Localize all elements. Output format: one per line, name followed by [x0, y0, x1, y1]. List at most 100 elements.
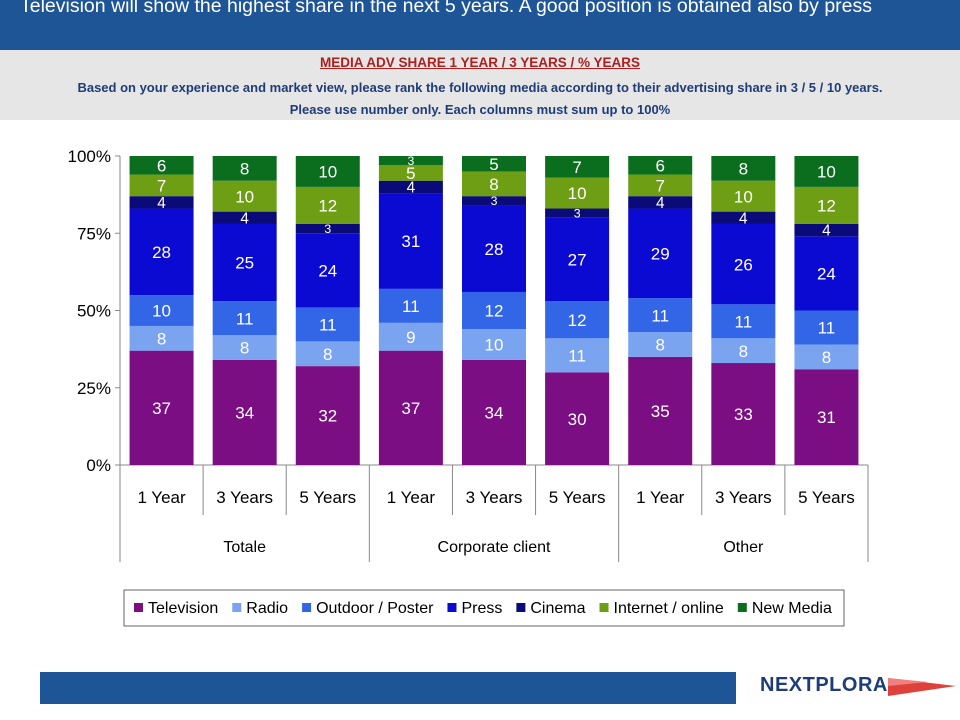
- data-label: 37: [152, 399, 171, 418]
- data-label: 12: [568, 311, 587, 330]
- bar-segment: [711, 304, 776, 339]
- x-tick-label: 3 Years: [466, 488, 523, 507]
- data-label: 11: [568, 346, 586, 365]
- bar-segment: [295, 223, 360, 234]
- bar-segment: [378, 156, 443, 166]
- bar-segment: [794, 344, 859, 370]
- data-label: 8: [739, 159, 748, 178]
- bar-segment: [212, 359, 277, 465]
- bar-segment: [545, 301, 610, 339]
- bar-segment: [295, 366, 360, 465]
- bar-segment: [212, 301, 277, 336]
- x-tick-label: 5 Years: [299, 488, 356, 507]
- bar-segment: [545, 156, 610, 178]
- bar-segment: [212, 335, 277, 360]
- bar-segment: [628, 298, 693, 333]
- y-tick-label: 0%: [86, 456, 111, 475]
- data-label: 6: [655, 156, 664, 175]
- data-label: 34: [235, 404, 254, 423]
- data-label: 11: [319, 316, 337, 335]
- nextplora-logo: NEXTPLORA: [760, 672, 960, 704]
- data-label: 37: [401, 399, 420, 418]
- bar-segment: [462, 359, 526, 465]
- bar-segment: [628, 356, 693, 465]
- data-label: 4: [822, 223, 831, 240]
- bar-segment: [129, 156, 194, 175]
- x-tick-label: 1 Year: [137, 488, 186, 507]
- bar-segment: [462, 291, 526, 330]
- x-tick-label: 5 Years: [798, 488, 855, 507]
- data-label: 11: [651, 306, 669, 325]
- bar-segment: [711, 211, 776, 224]
- data-label: 33: [734, 405, 753, 424]
- bar-segment: [794, 369, 859, 465]
- data-label: 8: [157, 329, 166, 348]
- data-label: 27: [568, 251, 587, 270]
- data-label: 4: [656, 195, 665, 212]
- y-tick-label: 50%: [77, 302, 111, 321]
- data-label: 24: [817, 265, 836, 284]
- bar-segment: [545, 208, 610, 218]
- data-label: 4: [407, 179, 416, 196]
- bar-segment: [462, 156, 526, 172]
- data-label: 11: [735, 312, 753, 331]
- data-label: 32: [318, 407, 337, 426]
- bar-segment: [711, 156, 776, 181]
- data-label: 10: [817, 163, 836, 182]
- bar-segment: [295, 341, 360, 367]
- data-label: 8: [323, 345, 332, 364]
- bar-segment: [462, 205, 526, 292]
- logo-text: NEXTPLORA: [760, 674, 888, 696]
- data-label: 5: [406, 164, 415, 183]
- legend-swatch: [737, 603, 747, 612]
- y-tick-label: 25%: [77, 379, 111, 398]
- bar-segment: [378, 322, 443, 351]
- group-label: Totale: [223, 539, 266, 556]
- data-label: 3: [407, 154, 414, 168]
- x-tick-label: 3 Years: [715, 488, 772, 507]
- data-label: 4: [739, 210, 748, 227]
- bar-segment: [628, 156, 693, 175]
- bar-segment: [462, 329, 526, 360]
- bar-segment: [794, 236, 859, 311]
- data-label: 12: [817, 197, 836, 216]
- legend-label: New Media: [752, 600, 832, 617]
- legend-swatch: [599, 603, 609, 612]
- logo-flag-icon: [888, 678, 956, 696]
- data-label: 29: [651, 244, 670, 263]
- data-label: 3: [574, 207, 581, 221]
- data-label: 10: [152, 302, 171, 321]
- bar-segment: [462, 171, 526, 197]
- bar-segment: [129, 350, 194, 465]
- bar-segment: [212, 180, 277, 212]
- data-label: 28: [485, 240, 504, 259]
- data-label: 10: [734, 187, 753, 206]
- data-label: 4: [157, 195, 166, 212]
- bar-segment: [295, 307, 360, 342]
- bar-segment: [212, 211, 277, 224]
- x-tick-label: 1 Year: [387, 488, 436, 507]
- bar-segment: [628, 174, 693, 197]
- legend-swatch: [302, 603, 312, 612]
- data-label: 8: [822, 348, 831, 367]
- bar-segment: [794, 223, 859, 237]
- data-label: 28: [152, 243, 171, 262]
- bar-segment: [711, 180, 776, 212]
- legend-swatch: [516, 603, 526, 612]
- instructions: Based on your experience and market view…: [0, 77, 960, 121]
- instructions-line-2: Please use number only. Each columns mus…: [289, 102, 671, 117]
- chart-title: MEDIA ADV SHARE 1 YEAR / 3 YEARS / % YEA…: [319, 55, 641, 70]
- bar-segment: [711, 363, 776, 465]
- data-label: 10: [568, 184, 587, 203]
- headline: Television will show the highest share i…: [20, 0, 873, 17]
- data-label: 11: [236, 309, 254, 328]
- footer-bar: [40, 672, 736, 704]
- x-tick-label: 1 Year: [636, 488, 685, 507]
- data-label: 6: [157, 156, 166, 175]
- x-tick-label: 3 Years: [216, 488, 273, 507]
- bar-segment: [129, 174, 194, 197]
- bar-segment: [378, 165, 443, 181]
- data-label: 31: [817, 408, 836, 427]
- legend-label: Television: [148, 600, 218, 617]
